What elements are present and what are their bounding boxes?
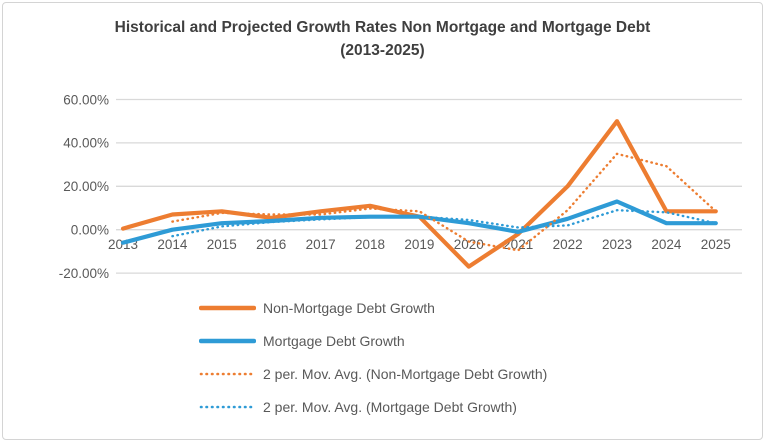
legend-label-non-mortgage: Non-Mortgage Debt Growth	[263, 300, 435, 316]
y-tick-20.00%: 20.00%	[63, 179, 109, 194]
legend-swatch-non-mortgage-icon	[199, 305, 256, 311]
legend-swatch-mortgage-icon	[199, 338, 256, 344]
series-line-2	[171, 152, 717, 252]
y-tick-60.00%: 60.00%	[63, 92, 109, 107]
x-tick-2020: 2020	[454, 237, 484, 252]
legend: Non-Mortgage Debt Growth Mortgage Debt G…	[199, 298, 547, 417]
y-tick-40.00%: 40.00%	[63, 136, 109, 151]
series-line-1	[120, 199, 718, 245]
x-tick-2025: 2025	[701, 237, 731, 252]
growth-chart-svg: 60.00%40.00%20.00%0.00%-20.00%2013 2014 20…	[59, 92, 742, 281]
legend-item-non-mortgage: Non-Mortgage Debt Growth	[199, 298, 547, 318]
x-tick-2017: 2017	[306, 237, 336, 252]
legend-item-mortgage: Mortgage Debt Growth	[199, 331, 547, 351]
x-tick-2014: 2014	[157, 237, 188, 252]
legend-label-movavg-non-mortgage: 2 per. Mov. Avg. (Non-Mortgage Debt Grow…	[263, 366, 548, 382]
y-tick-0.00%: 0.00%	[71, 223, 109, 238]
chart-title: Historical and Projected Growth Rates No…	[3, 16, 762, 62]
x-tick-2016: 2016	[256, 237, 286, 252]
x-tick-2023: 2023	[602, 237, 632, 252]
x-tick-2019: 2019	[404, 237, 434, 252]
chart-title-line1: Historical and Projected Growth Rates No…	[114, 19, 651, 36]
x-tick-2015: 2015	[207, 237, 237, 252]
legend-label-mortgage: Mortgage Debt Growth	[263, 333, 405, 349]
legend-swatch-movavg-mortgage-icon	[199, 405, 256, 409]
series-line-3	[171, 208, 717, 238]
y-tick--20.00%: -20.00%	[59, 266, 109, 281]
legend-label-movavg-mortgage: 2 per. Mov. Avg. (Mortgage Debt Growth)	[263, 399, 517, 415]
x-tick-2024: 2024	[651, 237, 682, 252]
x-tick-2018: 2018	[355, 237, 385, 252]
legend-item-movavg-non-mortgage: 2 per. Mov. Avg. (Non-Mortgage Debt Grow…	[199, 364, 547, 384]
legend-swatch-movavg-non-mortgage-icon	[199, 372, 256, 376]
legend-item-movavg-mortgage: 2 per. Mov. Avg. (Mortgage Debt Growth)	[199, 397, 547, 417]
chart-title-line2: (2013-2025)	[340, 42, 425, 59]
x-tick-2022: 2022	[553, 237, 583, 252]
